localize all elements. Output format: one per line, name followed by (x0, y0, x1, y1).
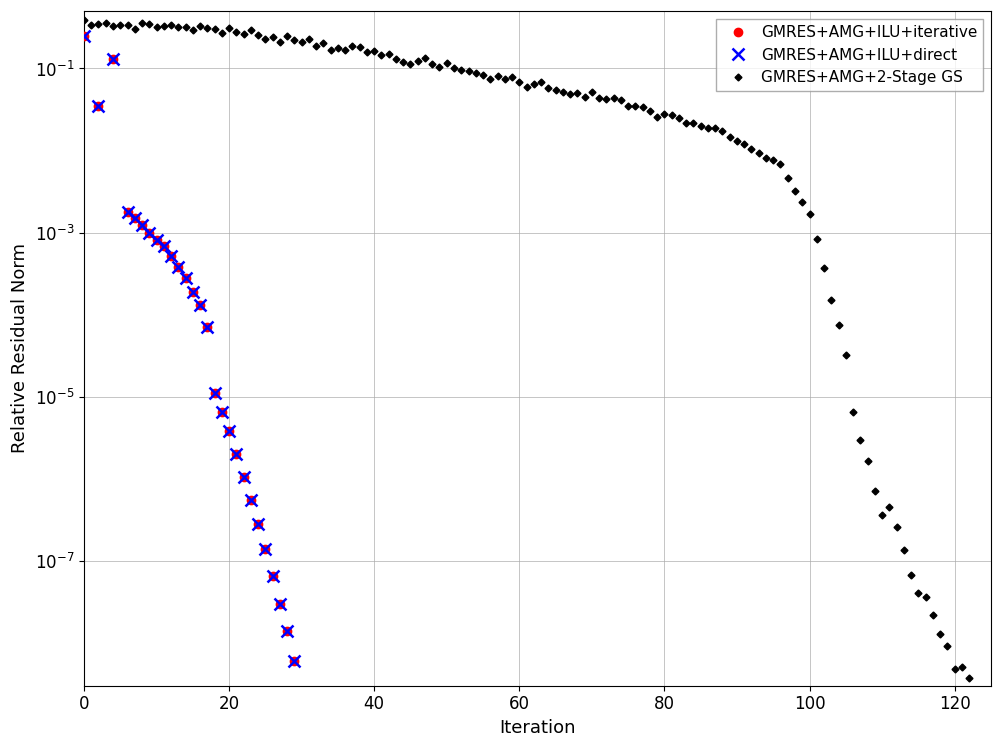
GMRES+AMG+ILU+direct (230, 450, 242, 459)
GMRES+AMG+ILU+iterative (230, 450, 242, 459)
GMRES+AMG+ILU+iterative (157, 242, 169, 251)
GMRES+AMG+ILU+direct (201, 323, 213, 332)
GMRES+AMG+ILU+direct (186, 287, 198, 296)
GMRES+AMG+ILU+direct (260, 545, 272, 554)
GMRES+AMG+ILU+iterative (244, 495, 257, 504)
GMRES+AMG+ILU+iterative (208, 389, 220, 398)
Legend: GMRES+AMG+ILU+iterative, GMRES+AMG+ILU+direct, GMRES+AMG+2-Stage GS: GMRES+AMG+ILU+iterative, GMRES+AMG+ILU+d… (716, 19, 983, 91)
GMRES+AMG+ILU+iterative (78, 31, 90, 40)
GMRES+AMG+ILU+direct (253, 520, 265, 529)
Y-axis label: Relative Residual Norm: Relative Residual Norm (11, 243, 29, 453)
GMRES+AMG+2-Stage GS (85, 20, 97, 29)
GMRES+AMG+2-Stage GS (339, 46, 351, 55)
GMRES+AMG+ILU+iterative (165, 251, 177, 260)
GMRES+AMG+ILU+direct (267, 571, 279, 580)
GMRES+AMG+2-Stage GS (963, 673, 975, 682)
X-axis label: Iteration: Iteration (499, 719, 576, 737)
GMRES+AMG+ILU+direct (107, 55, 119, 64)
GMRES+AMG+ILU+iterative (237, 473, 249, 482)
Line: GMRES+AMG+ILU+direct: GMRES+AMG+ILU+direct (78, 30, 301, 667)
GMRES+AMG+ILU+direct (289, 657, 301, 666)
GMRES+AMG+ILU+direct (165, 251, 177, 260)
GMRES+AMG+ILU+direct (237, 473, 249, 482)
GMRES+AMG+ILU+iterative (215, 408, 227, 417)
GMRES+AMG+ILU+direct (150, 235, 162, 244)
GMRES+AMG+ILU+direct (215, 408, 227, 417)
GMRES+AMG+ILU+direct (157, 242, 169, 251)
GMRES+AMG+ILU+iterative (260, 545, 272, 554)
GMRES+AMG+ILU+direct (208, 389, 220, 398)
GMRES+AMG+ILU+direct (223, 426, 235, 435)
GMRES+AMG+ILU+direct (172, 263, 184, 272)
GMRES+AMG+ILU+direct (244, 495, 257, 504)
GMRES+AMG+2-Stage GS (593, 94, 605, 102)
GMRES+AMG+ILU+direct (282, 626, 294, 635)
GMRES+AMG+ILU+iterative (136, 220, 148, 229)
GMRES+AMG+ILU+iterative (186, 287, 198, 296)
Line: GMRES+AMG+2-Stage GS: GMRES+AMG+2-Stage GS (81, 18, 979, 696)
GMRES+AMG+ILU+direct (92, 102, 104, 111)
GMRES+AMG+ILU+iterative (289, 657, 301, 666)
GMRES+AMG+2-Stage GS (970, 689, 982, 698)
GMRES+AMG+ILU+iterative (92, 102, 104, 111)
GMRES+AMG+ILU+iterative (179, 273, 191, 282)
GMRES+AMG+ILU+iterative (143, 228, 155, 237)
GMRES+AMG+ILU+iterative (253, 520, 265, 529)
GMRES+AMG+ILU+direct (143, 228, 155, 237)
GMRES+AMG+ILU+iterative (194, 301, 206, 310)
GMRES+AMG+ILU+direct (128, 214, 140, 223)
GMRES+AMG+ILU+iterative (107, 55, 119, 64)
GMRES+AMG+ILU+direct (136, 220, 148, 229)
GMRES+AMG+ILU+iterative (128, 214, 140, 223)
GMRES+AMG+ILU+direct (78, 31, 90, 40)
GMRES+AMG+ILU+direct (179, 273, 191, 282)
GMRES+AMG+ILU+iterative (267, 571, 279, 580)
GMRES+AMG+ILU+direct (121, 207, 133, 216)
GMRES+AMG+ILU+iterative (150, 235, 162, 244)
GMRES+AMG+ILU+iterative (274, 599, 286, 608)
GMRES+AMG+ILU+direct (194, 301, 206, 310)
Line: GMRES+AMG+ILU+iterative: GMRES+AMG+ILU+iterative (80, 31, 299, 665)
GMRES+AMG+2-Stage GS (244, 25, 257, 34)
GMRES+AMG+ILU+iterative (282, 626, 294, 635)
GMRES+AMG+ILU+iterative (172, 263, 184, 272)
GMRES+AMG+2-Stage GS (136, 19, 148, 28)
GMRES+AMG+ILU+direct (274, 599, 286, 608)
GMRES+AMG+ILU+iterative (121, 207, 133, 216)
GMRES+AMG+ILU+iterative (201, 323, 213, 332)
GMRES+AMG+2-Stage GS (78, 16, 90, 25)
GMRES+AMG+ILU+iterative (223, 426, 235, 435)
